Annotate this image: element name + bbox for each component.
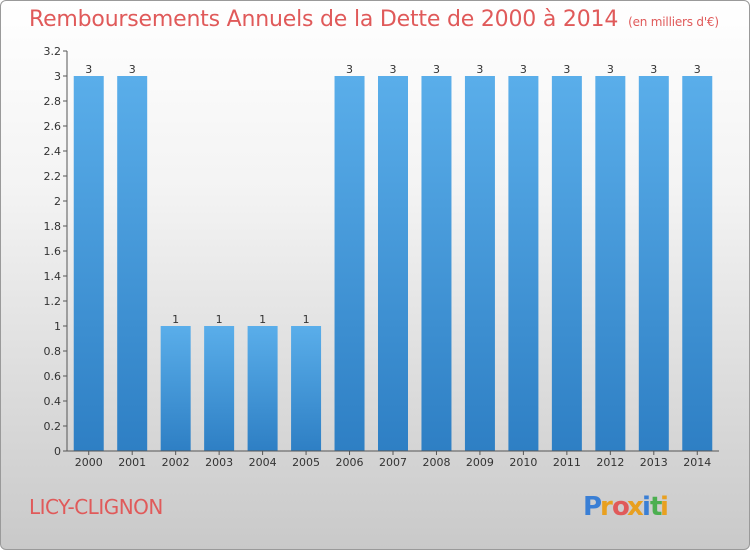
data-label-2010: 3	[520, 63, 527, 76]
x-tick-label-2004: 2004	[249, 456, 277, 469]
data-label-2001: 3	[129, 63, 136, 76]
bar-2006	[334, 76, 365, 451]
bar-2014	[682, 76, 713, 451]
bars: 3 3 1 1 1 1 3 3 3 3 3 3 3 3 3	[73, 63, 713, 451]
x-tick-label-2006: 2006	[336, 456, 364, 469]
y-tick-label: 0.8	[44, 345, 62, 358]
bar-2004	[247, 326, 278, 451]
bar-2005	[291, 326, 322, 451]
y-tick-label: 2.4	[44, 145, 62, 158]
title-text: Remboursements Annuels de la Dette de 20…	[29, 7, 619, 32]
y-tick-label: 3	[54, 70, 61, 83]
data-label-2004: 1	[259, 313, 266, 326]
x-tick-label-2005: 2005	[292, 456, 320, 469]
bar-2008	[421, 76, 452, 451]
y-tick-label: 2.8	[44, 95, 62, 108]
data-label-2002: 1	[172, 313, 179, 326]
bar-2011	[551, 76, 582, 451]
bar-2013	[638, 76, 669, 451]
bar-2009	[464, 76, 495, 451]
x-tick-label-2012: 2012	[596, 456, 624, 469]
data-label-2009: 3	[476, 63, 483, 76]
data-label-2006: 3	[346, 63, 353, 76]
data-label-2013: 3	[650, 63, 657, 76]
x-tick-label-2002: 2002	[162, 456, 190, 469]
bar-2010	[508, 76, 539, 451]
data-label-2014: 3	[694, 63, 701, 76]
data-label-2008: 3	[433, 63, 440, 76]
x-tick-label-2000: 2000	[75, 456, 103, 469]
y-tick-label: 3.2	[44, 45, 62, 58]
logo-letter: i	[642, 492, 651, 522]
logo-letter: i	[660, 492, 669, 522]
x-tick-label-2003: 2003	[205, 456, 233, 469]
chart-title: Remboursements Annuels de la Dette de 20…	[29, 7, 719, 32]
y-tick-label: 2.2	[44, 170, 62, 183]
y-tick-label: 0	[54, 445, 61, 458]
logo-letter: P	[583, 492, 602, 522]
logo-letter: t	[650, 492, 662, 522]
logo-letter: r	[600, 492, 613, 522]
x-tick-label-2008: 2008	[422, 456, 450, 469]
bar-2000	[73, 76, 104, 451]
logo-letter: o	[612, 492, 630, 522]
x-tick-label-2001: 2001	[118, 456, 146, 469]
y-tick-label: 0.4	[44, 395, 62, 408]
y-tick-label: 1.2	[44, 295, 62, 308]
logo-letter: x	[627, 492, 644, 522]
y-tick-label: 0.2	[44, 420, 62, 433]
bar-2007	[378, 76, 408, 451]
x-tick-label-2007: 2007	[379, 456, 407, 469]
y-tick-label: 1.4	[44, 270, 62, 283]
y-tick-label: 1	[54, 320, 61, 333]
commune-name: LICY-CLIGNON	[29, 495, 163, 519]
y-axis: 0 0.2 0.4 0.6 0.8 1 1.2 1.4 1.6 1.8 2 2.2 2.4 2.6 2.8 3…	[44, 45, 68, 458]
y-tick-label: 1.8	[44, 220, 62, 233]
x-tick-label-2009: 2009	[466, 456, 494, 469]
proxiti-logo: Pr oxi ti	[583, 492, 669, 522]
x-tick-label-2013: 2013	[640, 456, 668, 469]
y-tick-label: 2	[54, 195, 61, 208]
y-tick-label: 0.6	[44, 370, 62, 383]
x-tick-label-2010: 2010	[509, 456, 537, 469]
data-label-2012: 3	[607, 63, 614, 76]
y-tick-label: 2.6	[44, 120, 62, 133]
data-label-2000: 3	[85, 63, 92, 76]
bar-2002	[160, 326, 191, 451]
bar-2012	[595, 76, 626, 451]
data-label-2007: 3	[390, 63, 397, 76]
data-label-2011: 3	[563, 63, 570, 76]
bar-2003	[204, 326, 235, 451]
bar-2001	[117, 76, 148, 451]
x-axis: 2000 2001 2002 2003 2004 2005 2006 2007 2008 2009…	[67, 450, 719, 469]
unit-label: (en milliers d'€)	[628, 15, 719, 29]
data-label-2005: 1	[303, 313, 310, 326]
x-tick-label-2014: 2014	[683, 456, 711, 469]
y-tick-label: 1.6	[44, 245, 62, 258]
data-label-2003: 1	[216, 313, 223, 326]
x-tick-label-2011: 2011	[553, 456, 581, 469]
